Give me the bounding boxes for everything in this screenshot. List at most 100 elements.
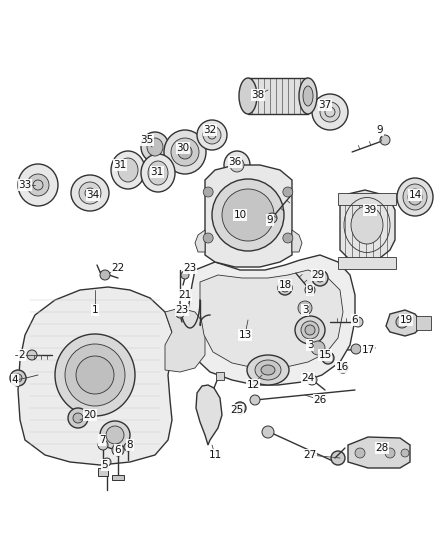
Text: 5: 5: [102, 460, 108, 470]
Polygon shape: [195, 230, 205, 252]
Circle shape: [27, 350, 37, 360]
Polygon shape: [348, 437, 410, 468]
Text: 4: 4: [12, 375, 18, 385]
Text: 10: 10: [233, 210, 247, 220]
Circle shape: [100, 270, 110, 280]
Text: 14: 14: [408, 190, 422, 200]
Ellipse shape: [230, 158, 244, 172]
Polygon shape: [292, 230, 302, 252]
Text: 12: 12: [246, 380, 260, 390]
Circle shape: [281, 284, 289, 292]
Bar: [416, 316, 431, 330]
Polygon shape: [340, 190, 395, 262]
Ellipse shape: [255, 360, 281, 380]
Bar: [112, 475, 124, 480]
Polygon shape: [196, 385, 222, 445]
Text: 19: 19: [399, 315, 413, 325]
Ellipse shape: [197, 120, 227, 150]
Circle shape: [176, 310, 184, 318]
Bar: [98, 468, 108, 476]
Circle shape: [181, 271, 189, 279]
Ellipse shape: [71, 175, 109, 211]
Text: 17: 17: [361, 345, 374, 355]
Circle shape: [250, 395, 260, 405]
Circle shape: [316, 274, 324, 282]
Circle shape: [278, 281, 292, 295]
Text: 23: 23: [184, 263, 197, 273]
Ellipse shape: [118, 158, 138, 182]
Circle shape: [10, 370, 26, 386]
Polygon shape: [18, 287, 172, 465]
Polygon shape: [200, 270, 343, 368]
Circle shape: [338, 363, 348, 373]
Ellipse shape: [100, 421, 130, 449]
Text: 8: 8: [127, 440, 133, 450]
Text: 39: 39: [364, 205, 377, 215]
Ellipse shape: [397, 178, 433, 216]
Polygon shape: [165, 308, 205, 372]
Ellipse shape: [111, 151, 145, 189]
Circle shape: [68, 408, 88, 428]
Ellipse shape: [351, 206, 383, 244]
Text: 27: 27: [304, 450, 317, 460]
Circle shape: [203, 187, 213, 197]
Ellipse shape: [320, 102, 340, 122]
Circle shape: [103, 458, 111, 466]
Ellipse shape: [18, 164, 58, 206]
Text: 33: 33: [18, 180, 32, 190]
Text: 28: 28: [375, 443, 389, 453]
Text: 31: 31: [113, 160, 127, 170]
Text: 9: 9: [377, 125, 383, 135]
Circle shape: [351, 344, 361, 354]
Text: 26: 26: [313, 395, 327, 405]
Ellipse shape: [65, 344, 125, 406]
Circle shape: [331, 451, 345, 465]
Text: 20: 20: [83, 410, 96, 420]
Ellipse shape: [164, 130, 206, 174]
Ellipse shape: [303, 86, 313, 106]
Text: 24: 24: [301, 373, 314, 383]
Ellipse shape: [148, 161, 168, 185]
Circle shape: [267, 213, 277, 223]
Text: 16: 16: [336, 362, 349, 372]
Ellipse shape: [403, 184, 427, 210]
Ellipse shape: [212, 179, 284, 251]
Text: 22: 22: [111, 263, 125, 273]
Circle shape: [307, 375, 317, 385]
Text: 32: 32: [203, 125, 217, 135]
Text: 23: 23: [175, 305, 189, 315]
Circle shape: [298, 301, 312, 315]
Text: 31: 31: [150, 167, 164, 177]
Circle shape: [353, 317, 363, 327]
Text: 36: 36: [228, 157, 242, 167]
Circle shape: [385, 448, 395, 458]
Text: 6: 6: [115, 445, 121, 455]
Ellipse shape: [408, 189, 422, 205]
Text: 9: 9: [307, 285, 313, 295]
Ellipse shape: [141, 154, 175, 192]
Text: 29: 29: [311, 270, 325, 280]
Ellipse shape: [239, 78, 257, 114]
Circle shape: [124, 443, 132, 451]
Circle shape: [112, 444, 124, 456]
Ellipse shape: [261, 365, 275, 375]
Circle shape: [305, 285, 315, 295]
Circle shape: [283, 233, 293, 243]
Text: 18: 18: [279, 280, 292, 290]
Circle shape: [380, 135, 390, 145]
Circle shape: [203, 233, 213, 243]
Circle shape: [401, 449, 409, 457]
Ellipse shape: [222, 189, 274, 241]
Text: 3: 3: [302, 305, 308, 315]
Circle shape: [355, 448, 365, 458]
Text: 7: 7: [99, 435, 105, 445]
Ellipse shape: [178, 145, 192, 159]
Ellipse shape: [147, 138, 163, 156]
Ellipse shape: [79, 182, 101, 204]
Circle shape: [283, 187, 293, 197]
Text: 2: 2: [19, 350, 25, 360]
Ellipse shape: [301, 321, 319, 339]
Ellipse shape: [203, 126, 221, 144]
Polygon shape: [205, 165, 292, 267]
Text: 21: 21: [178, 290, 192, 300]
